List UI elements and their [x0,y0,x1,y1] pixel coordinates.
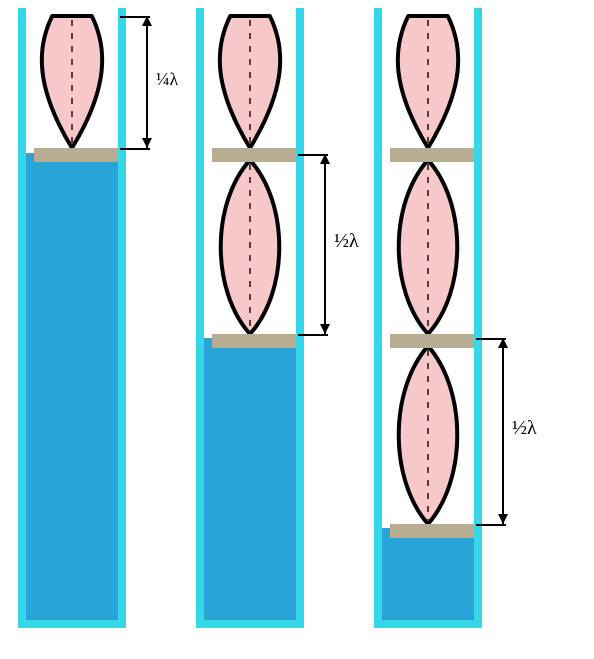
dim-tick [120,148,150,150]
dim-arrow-down [142,138,152,148]
dim-line [146,16,148,148]
dim-arrow-up [320,154,330,164]
dim-line [502,338,504,524]
dim-tick [476,524,506,526]
dim-arrow-down [320,324,330,334]
tube-2 [196,8,304,628]
tube-wall [18,8,126,628]
tube-wall [196,8,304,628]
diagram-canvas: ¼λ ½λ ½λ [0,0,594,659]
dim-tick [298,334,328,336]
dim-arrow-up [142,16,152,26]
dim-line [324,154,326,334]
dim-label: ¼λ [156,69,178,90]
dim-label: ½λ [334,230,359,253]
tube-3 [374,8,482,628]
tube-wall [374,8,482,628]
dim-label: ½λ [512,417,537,440]
tube-1 [18,8,126,628]
dim-arrow-down [498,514,508,524]
dim-arrow-up [498,338,508,348]
